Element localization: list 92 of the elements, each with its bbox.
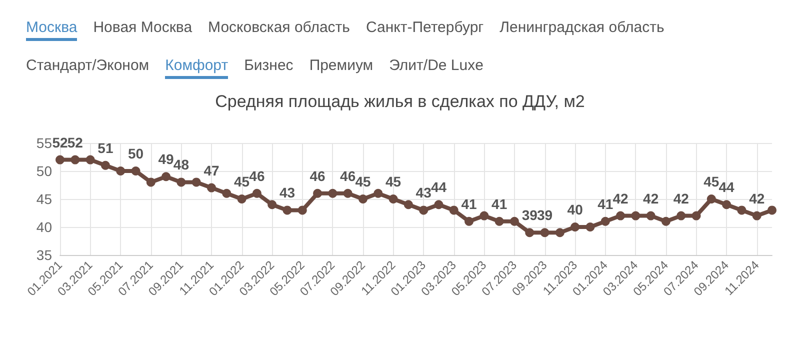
text: Ленинградская область	[500, 18, 664, 38]
point	[419, 206, 428, 215]
data-label: 40	[567, 202, 584, 218]
point	[752, 211, 762, 220]
data-label: 39	[522, 207, 538, 224]
point	[100, 160, 110, 170]
data-label: 44	[430, 179, 447, 196]
point	[646, 211, 656, 220]
point	[56, 155, 64, 164]
data-label: 39	[536, 207, 553, 224]
text: Санкт-Петербург	[366, 18, 484, 38]
point	[86, 155, 95, 164]
point	[388, 194, 398, 204]
data-label: 49	[158, 151, 174, 168]
point	[600, 216, 610, 226]
point	[298, 206, 307, 215]
point	[737, 206, 746, 215]
point	[510, 216, 519, 226]
point	[404, 200, 413, 210]
data-label: 52	[67, 134, 84, 150]
data-label: 46	[249, 168, 265, 184]
point	[374, 188, 383, 198]
point	[586, 222, 595, 232]
point	[540, 228, 550, 238]
point	[222, 188, 232, 198]
y-tick-label: 55	[36, 135, 52, 151]
data-label: 45	[234, 174, 250, 190]
data-label: 42	[643, 190, 659, 206]
point	[116, 166, 126, 176]
point	[70, 155, 80, 164]
y-tick-label: 50	[36, 163, 52, 179]
y-tick-label: 45	[36, 191, 52, 207]
point	[282, 206, 292, 215]
text: Новая Москва	[93, 18, 192, 38]
data-label: 45	[355, 174, 371, 190]
point	[494, 216, 504, 226]
point	[570, 222, 580, 232]
data-label: 41	[461, 196, 478, 212]
point	[449, 206, 458, 215]
point	[313, 188, 322, 198]
point	[252, 188, 262, 198]
point	[768, 206, 776, 215]
text: Бизнес	[244, 56, 294, 76]
data-label: 46	[310, 168, 326, 184]
data-label: 42	[673, 190, 690, 206]
data-label: 52	[52, 134, 68, 150]
point	[131, 166, 140, 176]
point	[162, 172, 171, 182]
data-label: 45	[385, 174, 402, 190]
point	[192, 178, 201, 187]
point	[661, 216, 670, 226]
point	[434, 200, 444, 210]
point	[722, 200, 732, 210]
data-label: 47	[204, 162, 220, 178]
point	[237, 194, 246, 204]
point	[358, 194, 368, 204]
point	[343, 188, 352, 198]
point	[555, 228, 564, 238]
point	[525, 228, 534, 238]
y-tick-label: 40	[36, 219, 52, 235]
text: Москва	[26, 17, 78, 41]
point	[480, 211, 489, 220]
data-label: 42	[612, 190, 629, 206]
data-label: 46	[340, 168, 356, 184]
data-label: 51	[98, 140, 114, 156]
data-label: 41	[598, 196, 614, 212]
data-label: 44	[718, 179, 735, 196]
data-label: 45	[704, 174, 720, 190]
y-tick-label: 35	[36, 247, 52, 263]
point	[176, 178, 186, 187]
point	[328, 188, 338, 198]
point	[207, 183, 216, 192]
data-label: 43	[279, 184, 296, 201]
point	[268, 200, 277, 210]
point	[706, 194, 716, 204]
text: Элит/De Luxe	[389, 56, 484, 76]
text: Премиум	[309, 56, 374, 76]
data-label: 41	[492, 196, 508, 212]
point	[146, 178, 156, 187]
data-label: 48	[173, 156, 190, 173]
chart-title: Средняя площадь жилья в сделках по ДДУ, м2	[215, 92, 585, 111]
point	[464, 216, 474, 226]
data-label: 50	[128, 146, 144, 162]
text: Стандарт/Эконом	[26, 56, 150, 76]
point	[631, 211, 640, 220]
point	[616, 211, 626, 220]
point	[676, 211, 686, 220]
data-label: 42	[749, 190, 765, 206]
text: Комфорт	[165, 55, 228, 79]
data-label: 43	[416, 184, 432, 201]
point	[692, 211, 701, 220]
text: Московская область	[208, 18, 350, 38]
